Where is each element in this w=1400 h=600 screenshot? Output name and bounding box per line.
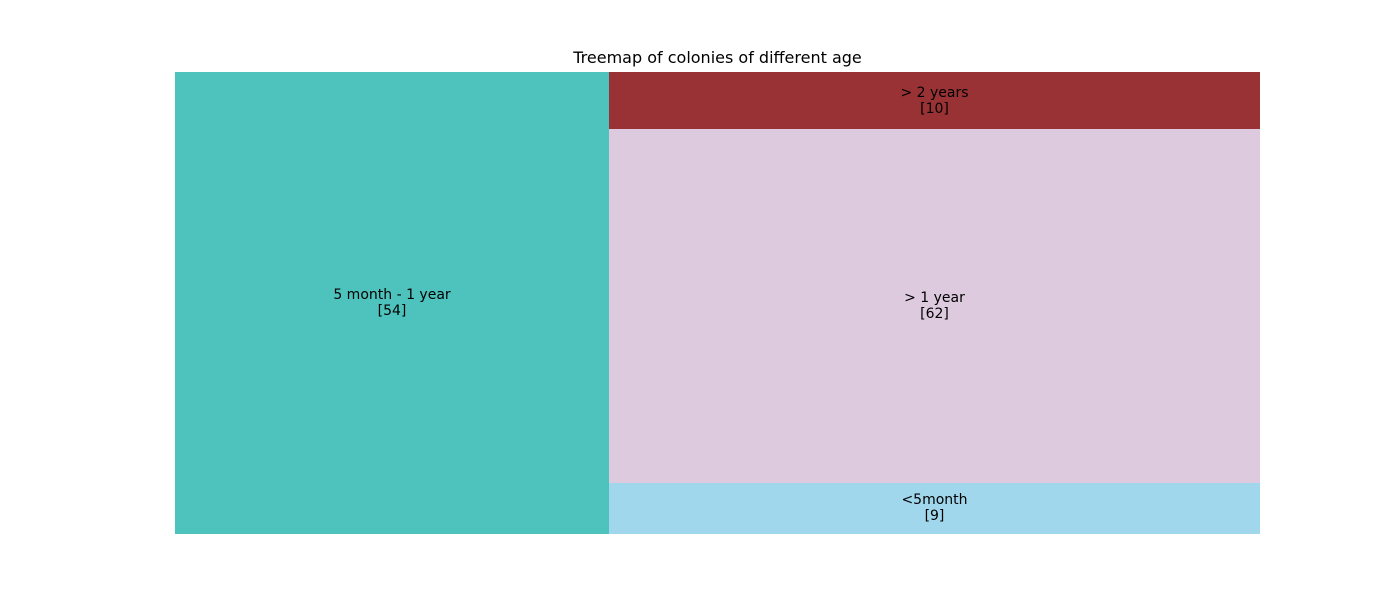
- treemap-tile-label: > 1 year [62]: [904, 289, 965, 322]
- treemap-tile: > 2 years [10]: [609, 72, 1260, 130]
- treemap-tile: 5 month - 1 year [54]: [175, 72, 609, 534]
- treemap-tile: <5month [9]: [609, 482, 1260, 534]
- treemap-tile-label: 5 month - 1 year [54]: [333, 287, 451, 319]
- treemap-tile-label: > 2 years [10]: [900, 84, 969, 117]
- treemap-plot-area: 5 month - 1 year [54] > 2 years [10] > 1 y…: [175, 72, 1260, 534]
- chart-title: Treemap of colonies of different age: [573, 48, 862, 67]
- treemap-tile: > 1 year [62]: [609, 129, 1260, 483]
- treemap-tile-label: <5month [9]: [901, 492, 968, 525]
